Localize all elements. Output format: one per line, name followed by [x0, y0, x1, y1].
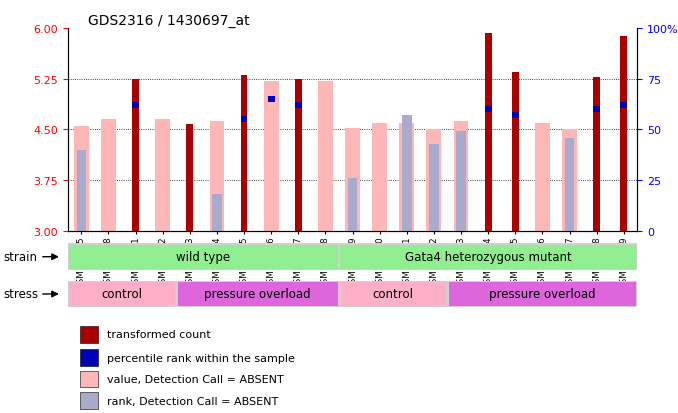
Bar [512, 113, 519, 119]
Bar [593, 78, 600, 231]
Bar [69, 245, 338, 269]
Bar [295, 103, 302, 109]
Text: percentile rank within the sample: percentile rank within the sample [106, 353, 294, 363]
Bar [512, 73, 519, 231]
Bar [186, 125, 193, 231]
Bar [565, 138, 574, 231]
Text: value, Detection Call = ABSENT: value, Detection Call = ABSENT [106, 374, 283, 384]
Bar [77, 150, 86, 231]
Bar [178, 282, 338, 306]
Bar [456, 132, 466, 231]
Bar [80, 392, 98, 409]
Bar [268, 97, 275, 103]
Bar [372, 123, 387, 231]
Bar [340, 245, 636, 269]
Bar [210, 122, 224, 231]
Bar [348, 179, 357, 231]
Bar [454, 122, 468, 231]
Bar [429, 144, 439, 231]
Text: GDS2316 / 1430697_at: GDS2316 / 1430697_at [88, 14, 250, 28]
Bar [485, 107, 492, 113]
Bar [132, 103, 139, 109]
Bar [593, 107, 600, 113]
Text: rank, Detection Call = ABSENT: rank, Detection Call = ABSENT [106, 396, 278, 406]
Text: wild type: wild type [176, 251, 231, 263]
Text: Gata4 heterozygous mutant: Gata4 heterozygous mutant [405, 251, 572, 263]
Bar [101, 120, 116, 231]
Bar [345, 129, 360, 231]
Bar [402, 116, 412, 231]
Bar [155, 120, 170, 231]
Bar [318, 81, 333, 231]
Bar [212, 195, 222, 231]
Bar [69, 282, 175, 306]
Bar [295, 80, 302, 231]
Bar [620, 37, 627, 231]
Bar [485, 34, 492, 231]
Bar [449, 282, 636, 306]
Bar [535, 123, 550, 231]
Bar [562, 130, 577, 231]
Bar [426, 130, 441, 231]
Bar [399, 123, 414, 231]
Text: control: control [373, 288, 414, 301]
Bar [80, 326, 98, 343]
Bar [80, 371, 98, 387]
Bar [620, 103, 627, 109]
Bar [80, 349, 98, 366]
Text: control: control [102, 288, 142, 301]
Text: transformed count: transformed count [106, 330, 210, 339]
Text: pressure overload: pressure overload [489, 288, 596, 301]
Bar [74, 127, 89, 231]
Text: strain: strain [3, 250, 37, 263]
Text: pressure overload: pressure overload [204, 288, 311, 301]
Bar [241, 117, 247, 123]
Bar [132, 80, 139, 231]
Bar [241, 76, 247, 231]
Text: stress: stress [3, 287, 39, 301]
Bar [340, 282, 446, 306]
Bar [264, 81, 279, 231]
